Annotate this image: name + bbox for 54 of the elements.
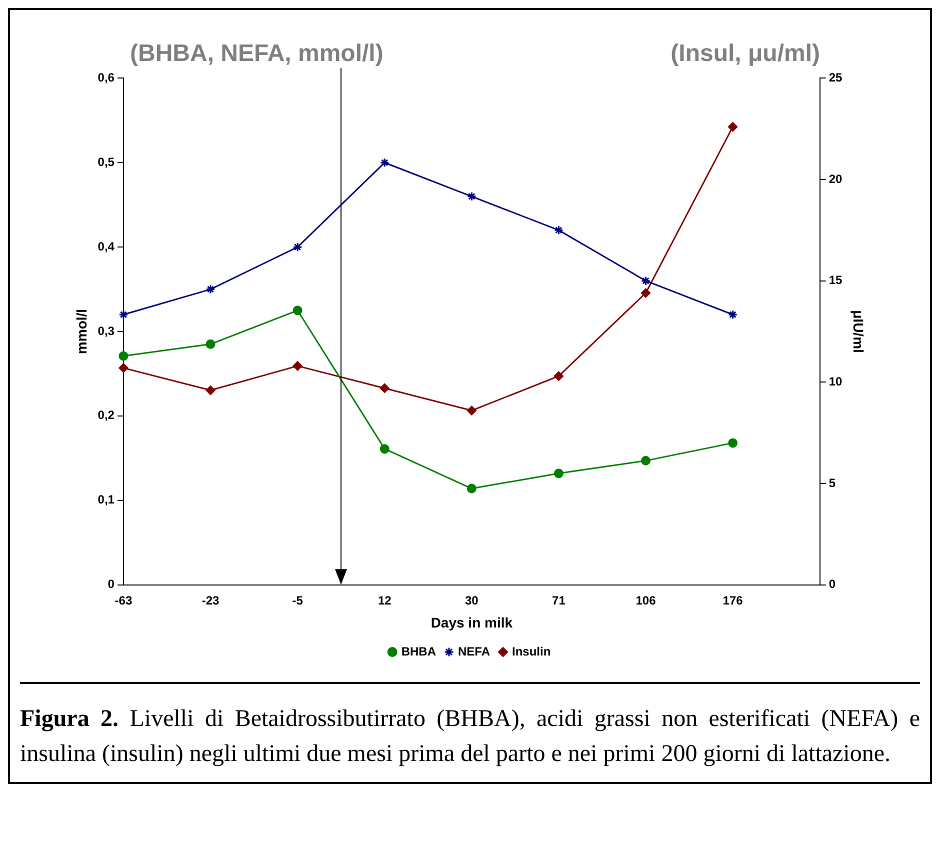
point [206,386,216,396]
point [466,484,476,494]
point [728,310,738,320]
point [466,406,476,416]
y-tick-label: 0,6 [98,70,115,85]
text: (Insul, μu/ml) [670,40,820,68]
point [641,288,651,298]
point [641,456,651,466]
point [292,306,302,316]
y-axis-title: mmol/l [73,308,90,354]
x-tick-label: 30 [464,593,479,608]
y-tick-label: 0,5 [98,154,115,169]
y2-tick-label: 20 [828,172,843,186]
point [118,351,128,361]
point [292,361,302,371]
point [206,339,216,349]
point [554,225,564,235]
legend-label: BHBA [401,644,436,658]
point [118,310,128,320]
point [206,284,216,294]
point [292,242,302,252]
y2-tick-label: 15 [828,273,843,288]
x-tick-label: 71 [552,593,566,608]
y-tick-label: 0,1 [98,492,115,507]
legend-label: Insulin [512,644,551,658]
point [641,276,651,286]
x-axis-title: Days in milk [430,614,513,630]
point [118,363,128,373]
x-tick-label: -5 [292,593,304,608]
y-tick-label: 0,3 [98,324,115,338]
point [380,383,390,393]
y2-tick-label: 25 [828,70,843,85]
point [728,122,738,132]
y-tick-label: 0,2 [98,408,115,422]
point [554,468,564,478]
text: (BHBA, NEFA, mmol/l) [130,40,384,68]
x-tick-label: 106 [636,593,656,608]
y2-tick-label: 5 [828,476,836,490]
x-tick-label: 12 [378,593,392,608]
y2-axis-title: μIU/ml [850,310,867,353]
y-tick-label: 0,4 [98,239,115,254]
x-tick-label: -63 [114,593,132,608]
text: Figura 2. Livelli di Betaidrossibutirrato (BHBA), acidi grassi non esterificati (NEFA) e insulina (insulin) negli ultimi due mesi prima del parto e nei primi 200 giorni di lattazione. [20,706,920,767]
point [466,192,476,202]
y-tick-label: 0 [108,577,115,592]
point [380,158,390,168]
legend-label: NEFA [458,644,490,658]
y2-tick-label: 0 [828,577,836,592]
x-tick-label: -23 [202,593,220,608]
y2-tick-label: 10 [828,374,843,388]
point [554,371,564,381]
point [380,444,390,454]
point [728,438,738,448]
x-tick-label: 176 [722,593,744,608]
